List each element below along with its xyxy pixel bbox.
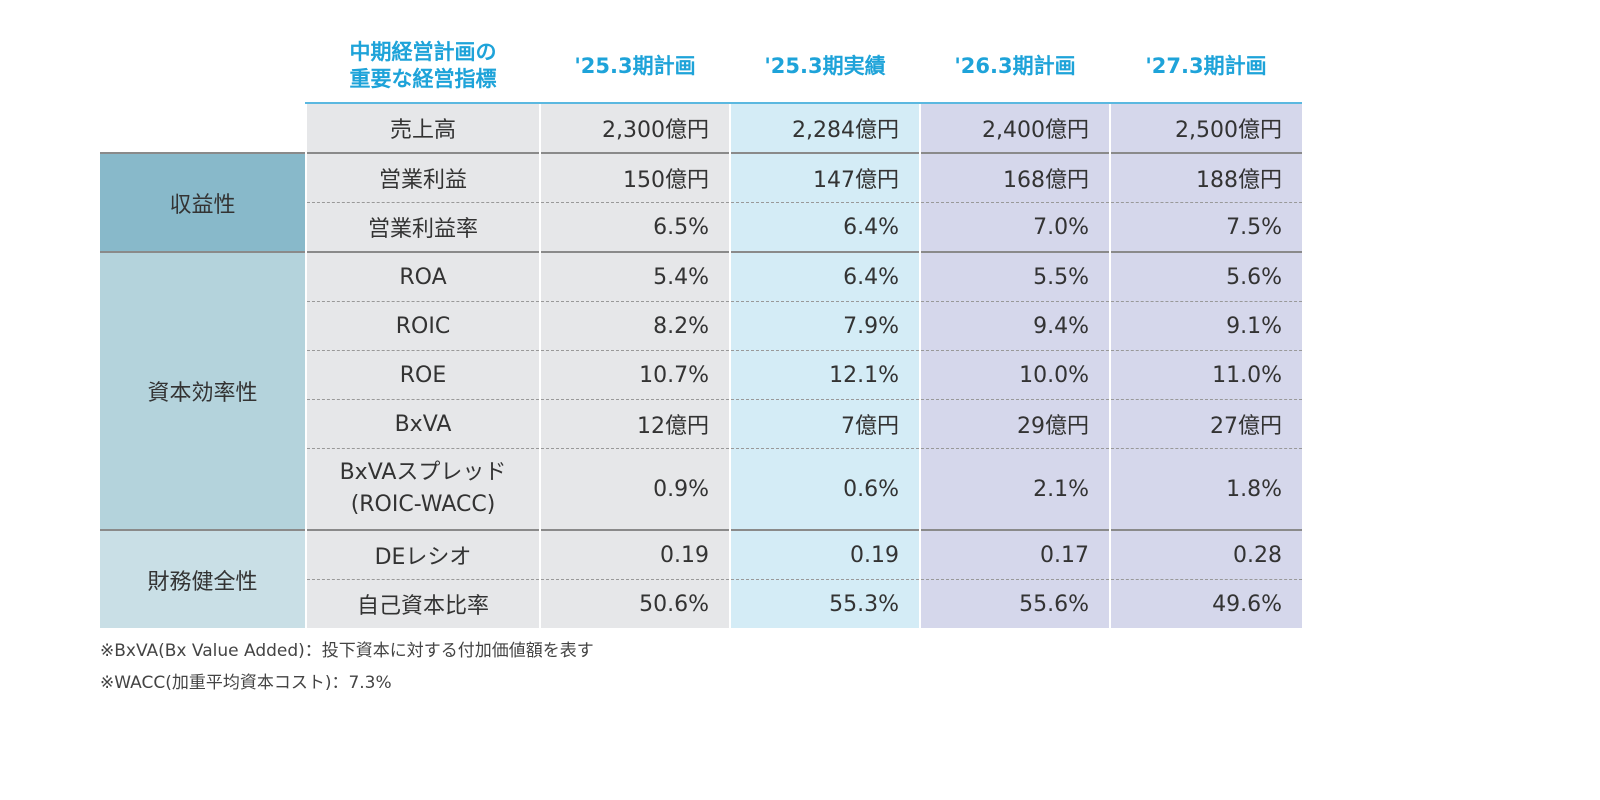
value-cell: 9.4% [919, 301, 1110, 351]
value-cell: 7.9% [729, 301, 920, 351]
metric-label: DEレシオ [305, 529, 540, 580]
value-cell: 0.19 [729, 529, 920, 580]
value-cell: 49.6% [1109, 579, 1302, 628]
column-header: '25.3期実績 [764, 53, 886, 78]
metric-label-main: BxVAスプレッド [339, 460, 507, 485]
value-cell: 5.6% [1109, 251, 1302, 302]
value-cell: 168億円 [919, 152, 1110, 203]
indicator-header: 中期経営計画の 重要な経営指標 [349, 40, 497, 91]
value-cell: 55.6% [919, 579, 1110, 628]
value-cell: 11.0% [1109, 350, 1302, 400]
metric-label: 売上高 [305, 102, 540, 153]
value-cell: 188億円 [1109, 152, 1302, 203]
table-row: 資本効率性 ROA 5.4% 6.4% 5.5% 5.6% [100, 251, 1302, 530]
value-cell: 5.5% [919, 251, 1110, 302]
table-row: 自己資本比率 50.6% 55.3% 55.6% 49.6% [100, 579, 1302, 628]
table-row: ROE 10.7% 12.1% 10.0% 11.0% [100, 350, 1302, 400]
value-cell: 2,284億円 [729, 102, 920, 153]
value-cell: 0.9% [539, 448, 730, 530]
metric-label: 営業利益 [305, 152, 540, 203]
category-cell: 収益性 [100, 152, 306, 252]
value-cell: 2,400億円 [919, 102, 1110, 153]
table-row: BxVAスプレッド (ROIC-WACC) 0.9% 0.6% 2.1% 1.8% [100, 448, 1302, 530]
category-cell: 財務健全性 [100, 529, 306, 628]
table-row: 営業利益率 6.5% 6.4% 7.0% 7.5% [100, 202, 1302, 252]
indicators-table: 売上高 2,300億円 2,284億円 2,400億円 2,500億円 収益性 営業利益 15… [100, 102, 1302, 628]
category-cell: 資本効率性 [100, 251, 306, 530]
table-row: BxVA 12億円 7億円 29億円 27億円 [100, 399, 1302, 449]
metric-label: 自己資本比率 [305, 579, 540, 628]
metric-label: ROA [305, 251, 540, 302]
value-cell: 8.2% [539, 301, 730, 351]
value-cell: 6.4% [729, 251, 920, 302]
table-row: 収益性 営業利益 150億円 147億円 168億円 188億円 [100, 152, 1302, 252]
value-cell: 6.4% [729, 202, 920, 252]
metric-label: ROIC [305, 301, 540, 351]
footnote: ※WACC(加重平均資本コスト)：7.3% [100, 673, 392, 693]
value-cell: 0.19 [539, 529, 730, 580]
value-cell: 147億円 [729, 152, 920, 203]
table-row: 売上高 2,300億円 2,284億円 2,400億円 2,500億円 [100, 102, 1302, 153]
value-cell: 150億円 [539, 152, 730, 203]
value-cell: 12.1% [729, 350, 920, 400]
value-cell: 7億円 [729, 399, 920, 449]
value-cell: 27億円 [1109, 399, 1302, 449]
value-cell: 0.17 [919, 529, 1110, 580]
table-row: 財務健全性 DEレシオ 0.19 0.19 0.17 0.28 [100, 529, 1302, 628]
value-cell: 10.7% [539, 350, 730, 400]
value-cell: 7.5% [1109, 202, 1302, 252]
column-header: '25.3期計画 [574, 53, 696, 78]
metric-label-sub: (ROIC-WACC) [350, 492, 496, 517]
empty-cell [100, 103, 306, 153]
value-cell: 0.28 [1109, 529, 1302, 580]
value-cell: 2,300億円 [539, 102, 730, 153]
metric-label: BxVA [305, 399, 540, 449]
table-row: ROIC 8.2% 7.9% 9.4% 9.1% [100, 301, 1302, 351]
value-cell: 10.0% [919, 350, 1110, 400]
value-cell: 0.6% [729, 448, 920, 530]
value-cell: 1.8% [1109, 448, 1302, 530]
value-cell: 9.1% [1109, 301, 1302, 351]
value-cell: 2,500億円 [1109, 102, 1302, 153]
metric-label: 営業利益率 [305, 202, 540, 252]
footnote: ※BxVA(Bx Value Added)：投下資本に対する付加価値額を表す [100, 641, 594, 661]
column-header: '26.3期計画 [954, 53, 1076, 78]
value-cell: 5.4% [539, 251, 730, 302]
metric-label: BxVAスプレッド (ROIC-WACC) [305, 448, 540, 530]
value-cell: 55.3% [729, 579, 920, 628]
value-cell: 2.1% [919, 448, 1110, 530]
metric-label: ROE [305, 350, 540, 400]
value-cell: 50.6% [539, 579, 730, 628]
value-cell: 12億円 [539, 399, 730, 449]
column-header: '27.3期計画 [1145, 53, 1267, 78]
value-cell: 29億円 [919, 399, 1110, 449]
value-cell: 7.0% [919, 202, 1110, 252]
value-cell: 6.5% [539, 202, 730, 252]
